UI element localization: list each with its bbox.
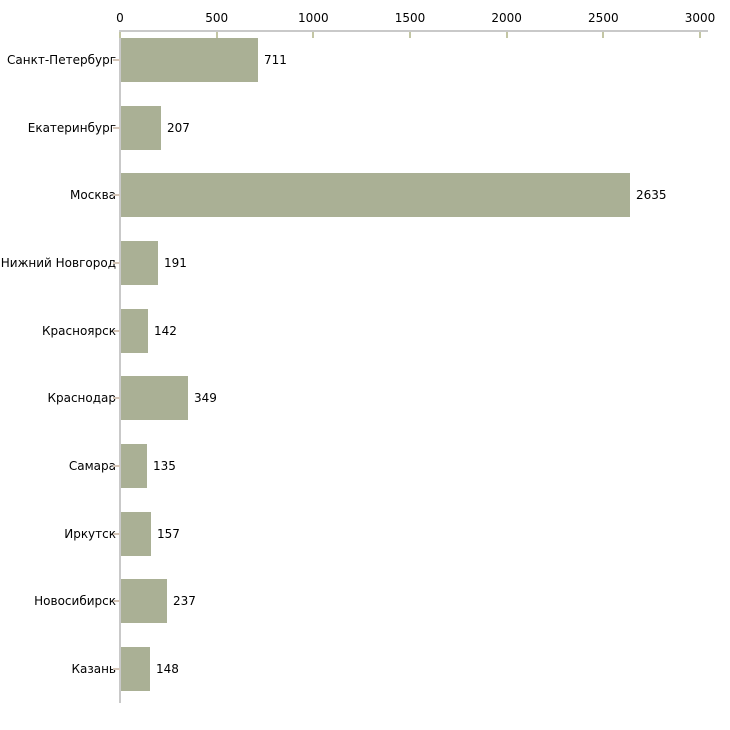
bar — [121, 38, 258, 82]
category-label: Краснодар — [47, 391, 116, 406]
x-tick-label: 500 — [205, 11, 229, 25]
y-tick-mark — [113, 329, 120, 332]
x-tick-label: 0 — [116, 11, 124, 25]
x-tick-label: 2500 — [588, 11, 619, 25]
category-label: Новосибирск — [34, 594, 116, 609]
x-tick-mark — [215, 32, 218, 38]
x-tick-mark — [602, 32, 605, 38]
bar-value-label: 207 — [167, 120, 190, 135]
bar — [121, 579, 167, 624]
bar-value-label: 157 — [157, 526, 180, 541]
x-tick-mark — [699, 32, 701, 38]
bar — [121, 443, 147, 488]
y-tick-mark — [113, 194, 120, 197]
bar-value-label: 711 — [264, 53, 287, 67]
x-tick-mark — [505, 32, 508, 38]
bar-value-label: 2635 — [636, 188, 667, 203]
y-tick-mark — [113, 261, 120, 264]
bar — [121, 646, 150, 691]
y-tick-mark — [113, 464, 120, 467]
bar — [121, 308, 148, 353]
x-tick-label: 1500 — [394, 11, 426, 25]
y-axis-line — [119, 30, 121, 703]
category-label: Москва — [70, 188, 116, 203]
category-label: Казань — [71, 661, 116, 676]
bar-value-label: 237 — [173, 594, 196, 609]
bar-value-label: 191 — [164, 255, 187, 270]
bar — [121, 173, 630, 218]
category-label: Екатеринбург — [27, 120, 116, 135]
y-tick-mark — [113, 532, 120, 535]
bar — [121, 376, 188, 421]
bar-value-label: 142 — [154, 323, 177, 338]
x-tick-mark — [119, 32, 121, 38]
x-tick-label: 2000 — [491, 11, 522, 25]
bar-value-label: 349 — [194, 391, 217, 406]
y-tick-mark — [113, 126, 120, 129]
bar — [121, 240, 158, 285]
category-label: Нижний Новгород — [0, 255, 116, 270]
y-tick-mark — [113, 667, 120, 670]
bar — [121, 511, 151, 556]
bar — [121, 105, 161, 150]
category-label: Самара — [68, 458, 116, 473]
bar-value-label: 135 — [153, 458, 176, 473]
y-tick-mark — [113, 59, 120, 61]
bar-value-label: 148 — [156, 661, 179, 676]
category-label: Красноярск — [42, 323, 116, 338]
y-tick-mark — [113, 397, 120, 400]
x-tick-mark — [312, 32, 315, 38]
x-tick-mark — [409, 32, 411, 38]
x-tick-label: 1000 — [298, 11, 329, 25]
x-tick-label: 3000 — [684, 11, 716, 25]
category-label: Иркутск — [64, 526, 116, 541]
category-label: Санкт-Петербург — [7, 53, 116, 67]
x-axis-line — [119, 30, 708, 32]
y-tick-mark — [113, 600, 120, 603]
